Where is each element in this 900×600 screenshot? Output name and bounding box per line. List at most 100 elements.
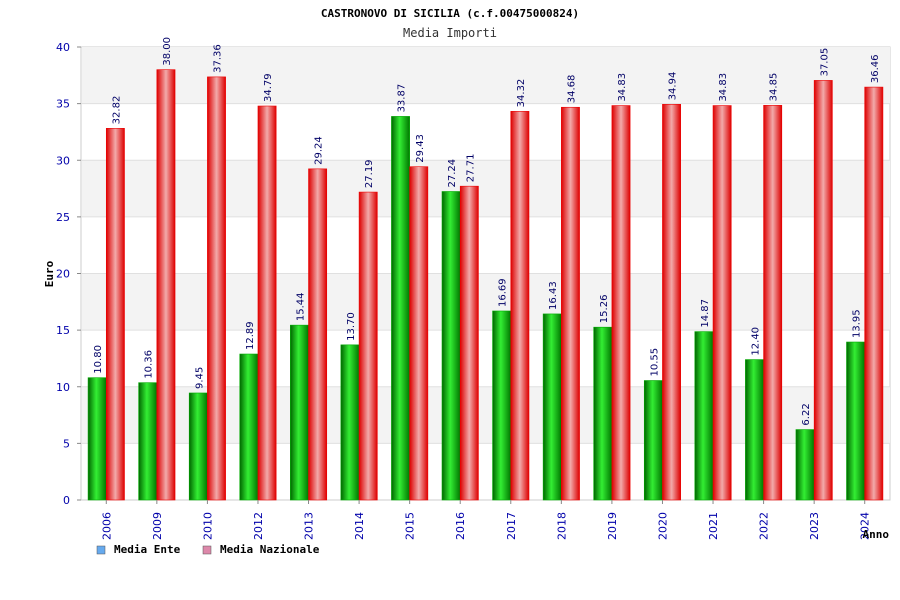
data-label: 34.32 [516, 79, 527, 108]
x-tick-label: 2015 [404, 512, 417, 540]
y-tick-label: 40 [56, 41, 70, 54]
data-label: 9.45 [194, 367, 205, 389]
x-tick-label: 2019 [606, 512, 619, 540]
bar-media-nazionale-2013 [308, 168, 328, 501]
y-tick-label: 20 [56, 268, 70, 281]
bar-media-ente-2017 [492, 310, 512, 501]
x-tick-label: 2023 [808, 512, 821, 540]
x-tick-label: 2021 [707, 512, 720, 540]
bar-media-nazionale-2012 [257, 105, 277, 501]
bar-media-ente-2020 [643, 380, 663, 501]
legend: Media Ente Media Nazionale [96, 543, 320, 556]
bar-media-ente-2006 [87, 377, 107, 501]
y-tick-label: 35 [56, 98, 70, 111]
bar-media-ente-2010 [188, 392, 208, 501]
bar-media-nazionale-2006 [105, 128, 125, 501]
chart-title: CASTRONOVO DI SICILIA (c.f.00475000824) [321, 7, 579, 20]
x-tick-label: 2022 [758, 512, 771, 540]
x-tick-label: 2013 [303, 512, 316, 540]
data-label: 37.05 [819, 48, 830, 77]
data-label: 27.19 [364, 159, 375, 188]
data-label: 34.83 [617, 73, 628, 102]
x-tick-label: 2017 [505, 512, 518, 540]
bar-media-nazionale-2019 [611, 105, 631, 501]
bar-media-ente-2021 [694, 331, 714, 501]
bar-media-nazionale-2020 [662, 104, 681, 501]
data-label: 16.69 [498, 278, 509, 307]
data-label: 10.36 [144, 350, 155, 379]
bar-media-ente-2019 [593, 326, 613, 501]
data-label: 12.89 [245, 321, 256, 350]
x-tick-label: 2016 [454, 512, 467, 540]
data-label: 29.24 [314, 136, 325, 165]
data-label: 15.44 [295, 293, 306, 322]
data-labels: 10.80 32.82 10.36 38.00 9.45 37.36 12.89 34.79 1… [93, 37, 881, 426]
bar-media-ente-2024 [846, 341, 866, 501]
data-label: 27.24 [447, 159, 458, 188]
y-axis-label: Euro [43, 260, 56, 287]
legend-swatch-media-ente [96, 545, 106, 555]
data-label: 34.94 [668, 72, 679, 101]
data-label: 13.70 [346, 312, 357, 341]
data-label: 32.82 [111, 96, 122, 125]
x-axis-ticks: 2006 2009 2010 2012 2013 2014 2015 2016 2017 2018… [100, 500, 872, 540]
y-tick-label: 25 [56, 211, 70, 224]
bar-media-nazionale-2021 [712, 105, 732, 501]
bar-media-nazionale-2014 [358, 191, 378, 501]
data-label: 27.71 [465, 154, 476, 183]
x-tick-label: 2012 [252, 512, 265, 540]
data-label: 14.87 [700, 299, 711, 328]
bar-media-nazionale-2023 [813, 80, 833, 501]
x-tick-label: 2018 [555, 512, 568, 540]
bar-media-nazionale-2022 [763, 105, 783, 501]
data-label: 36.46 [870, 54, 881, 83]
chart-subtitle: Media Importi [403, 26, 497, 40]
y-tick-label: 5 [63, 437, 70, 450]
bars [87, 69, 884, 501]
data-label: 16.43 [548, 281, 559, 310]
x-tick-label: 2010 [201, 512, 214, 540]
data-label: 34.85 [769, 73, 780, 102]
x-axis-label: Anno [863, 528, 890, 541]
data-label: 15.26 [599, 295, 610, 324]
data-label: 12.40 [750, 327, 761, 356]
bar-media-ente-2014 [340, 344, 360, 501]
data-label: 29.43 [415, 134, 426, 163]
bar-media-ente-2013 [290, 324, 309, 501]
bar-media-ente-2012 [239, 353, 259, 501]
data-label: 37.36 [213, 44, 224, 73]
bar-media-nazionale-2010 [207, 76, 226, 501]
data-label: 13.95 [852, 309, 863, 338]
x-tick-label: 2009 [151, 512, 164, 540]
data-label: 34.83 [718, 73, 729, 102]
x-tick-label: 2006 [100, 512, 113, 540]
bar-media-ente-2022 [745, 359, 764, 501]
legend-swatch-media-nazionale [202, 545, 212, 555]
data-label: 38.00 [162, 37, 173, 66]
bar-media-ente-2015 [391, 116, 410, 501]
bar-media-ente-2023 [795, 429, 815, 501]
bar-media-nazionale-2015 [409, 166, 429, 501]
data-label: 10.55 [649, 348, 660, 377]
data-label: 33.87 [397, 84, 408, 113]
data-label: 34.79 [263, 73, 274, 102]
data-label: 10.80 [93, 345, 104, 374]
y-tick-label: 30 [56, 154, 70, 167]
bar-media-ente-2018 [542, 313, 562, 501]
bar-media-nazionale-2016 [459, 185, 479, 501]
bar-media-ente-2016 [441, 191, 461, 501]
y-axis-ticks: 0 5 10 15 20 25 30 35 40 [56, 41, 81, 507]
legend-label-media-ente: Media Ente [114, 543, 181, 556]
y-tick-label: 15 [56, 324, 70, 337]
data-label: 34.68 [566, 75, 577, 104]
bar-media-nazionale-2017 [510, 111, 530, 501]
x-tick-label: 2024 [859, 512, 872, 540]
bar-media-nazionale-2024 [864, 86, 884, 501]
bar-media-nazionale-2018 [561, 106, 580, 501]
data-label: 6.22 [801, 403, 812, 425]
legend-label-media-nazionale: Media Nazionale [220, 543, 320, 556]
bar-media-ente-2009 [138, 382, 158, 501]
y-tick-label: 10 [56, 381, 70, 394]
y-tick-label: 0 [63, 494, 70, 507]
